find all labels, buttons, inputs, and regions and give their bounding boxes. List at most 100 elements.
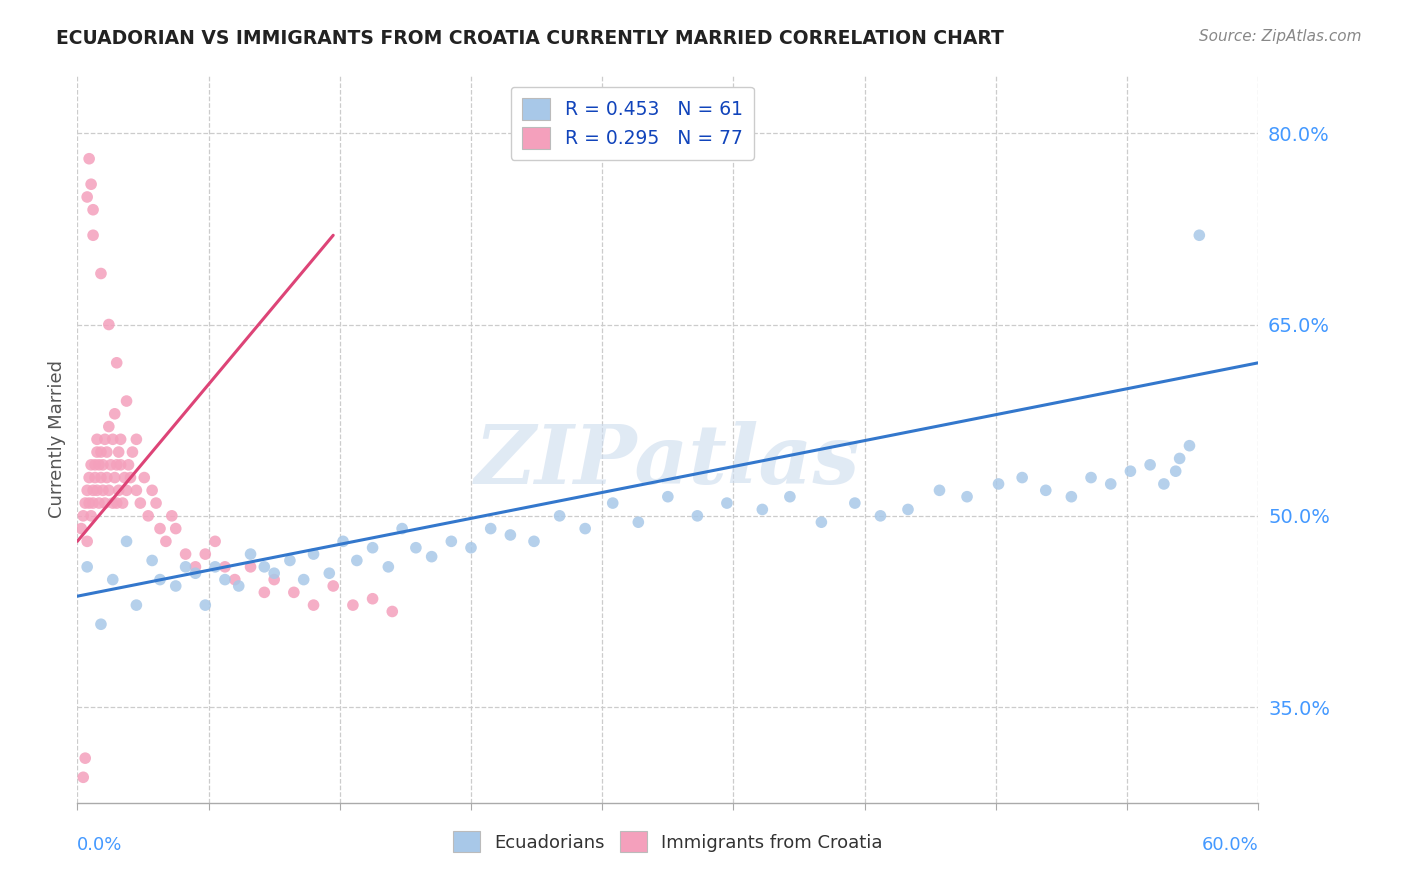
Point — [90, 267, 112, 281]
Point — [105, 356, 128, 370]
Point — [253, 559, 276, 574]
Point — [716, 496, 738, 510]
Point — [97, 318, 120, 332]
Point — [165, 579, 187, 593]
Point — [77, 470, 100, 484]
Point — [1139, 458, 1161, 472]
Text: 60.0%: 60.0% — [1202, 836, 1258, 854]
Point — [136, 508, 159, 523]
Point — [80, 508, 103, 523]
Point — [361, 541, 384, 555]
Point — [84, 458, 107, 472]
Point — [117, 458, 139, 472]
Point — [77, 496, 100, 510]
Point — [94, 432, 117, 446]
Point — [149, 573, 172, 587]
Point — [263, 573, 285, 587]
Point — [165, 522, 187, 536]
Point — [1168, 451, 1191, 466]
Point — [239, 559, 262, 574]
Point — [129, 496, 152, 510]
Point — [145, 496, 167, 510]
Point — [479, 522, 502, 536]
Point — [114, 470, 136, 484]
Point — [228, 579, 250, 593]
Point — [322, 579, 344, 593]
Point — [174, 547, 197, 561]
Point — [76, 483, 98, 498]
Point — [90, 617, 112, 632]
Point — [77, 152, 100, 166]
Point — [101, 573, 124, 587]
Point — [602, 496, 624, 510]
Point — [1153, 477, 1175, 491]
Point — [149, 522, 172, 536]
Point — [278, 553, 301, 567]
Point — [160, 508, 183, 523]
Point — [1178, 439, 1201, 453]
Point — [1011, 470, 1033, 484]
Text: ECUADORIAN VS IMMIGRANTS FROM CROATIA CURRENTLY MARRIED CORRELATION CHART: ECUADORIAN VS IMMIGRANTS FROM CROATIA CU… — [56, 29, 1004, 47]
Point — [627, 515, 650, 529]
Point — [869, 508, 891, 523]
Point — [194, 598, 217, 612]
Point — [239, 547, 262, 561]
Point — [100, 458, 122, 472]
Point — [80, 178, 103, 192]
Point — [342, 598, 364, 612]
Point — [346, 553, 368, 567]
Legend: Ecuadorians, Immigrants from Croatia: Ecuadorians, Immigrants from Croatia — [446, 824, 890, 859]
Point — [90, 470, 112, 484]
Point — [115, 394, 138, 409]
Point — [96, 445, 118, 459]
Point — [987, 477, 1010, 491]
Point — [91, 458, 114, 472]
Point — [810, 515, 832, 529]
Point — [184, 559, 207, 574]
Point — [141, 553, 163, 567]
Point — [94, 496, 117, 510]
Point — [1080, 470, 1102, 484]
Point — [292, 573, 315, 587]
Point — [105, 496, 128, 510]
Point — [72, 770, 94, 784]
Point — [86, 445, 108, 459]
Point — [214, 559, 236, 574]
Point — [377, 559, 399, 574]
Point — [125, 483, 148, 498]
Point — [76, 534, 98, 549]
Point — [125, 598, 148, 612]
Point — [105, 458, 128, 472]
Point — [115, 534, 138, 549]
Y-axis label: Currently Married: Currently Married — [48, 360, 66, 518]
Point — [96, 470, 118, 484]
Point — [82, 228, 104, 243]
Point — [84, 470, 107, 484]
Point — [302, 598, 325, 612]
Point — [302, 547, 325, 561]
Point — [101, 432, 124, 446]
Point — [1119, 464, 1142, 478]
Point — [204, 559, 226, 574]
Point — [194, 547, 217, 561]
Point — [844, 496, 866, 510]
Point — [91, 483, 114, 498]
Point — [86, 432, 108, 446]
Point — [110, 458, 132, 472]
Point — [97, 419, 120, 434]
Point — [134, 470, 156, 484]
Point — [70, 522, 93, 536]
Point — [391, 522, 413, 536]
Point — [107, 483, 129, 498]
Point — [751, 502, 773, 516]
Point — [174, 559, 197, 574]
Point — [97, 483, 120, 498]
Point — [1099, 477, 1122, 491]
Point — [420, 549, 443, 564]
Point — [1035, 483, 1057, 498]
Point — [82, 202, 104, 217]
Point — [283, 585, 305, 599]
Point — [779, 490, 801, 504]
Point — [318, 566, 340, 581]
Point — [897, 502, 920, 516]
